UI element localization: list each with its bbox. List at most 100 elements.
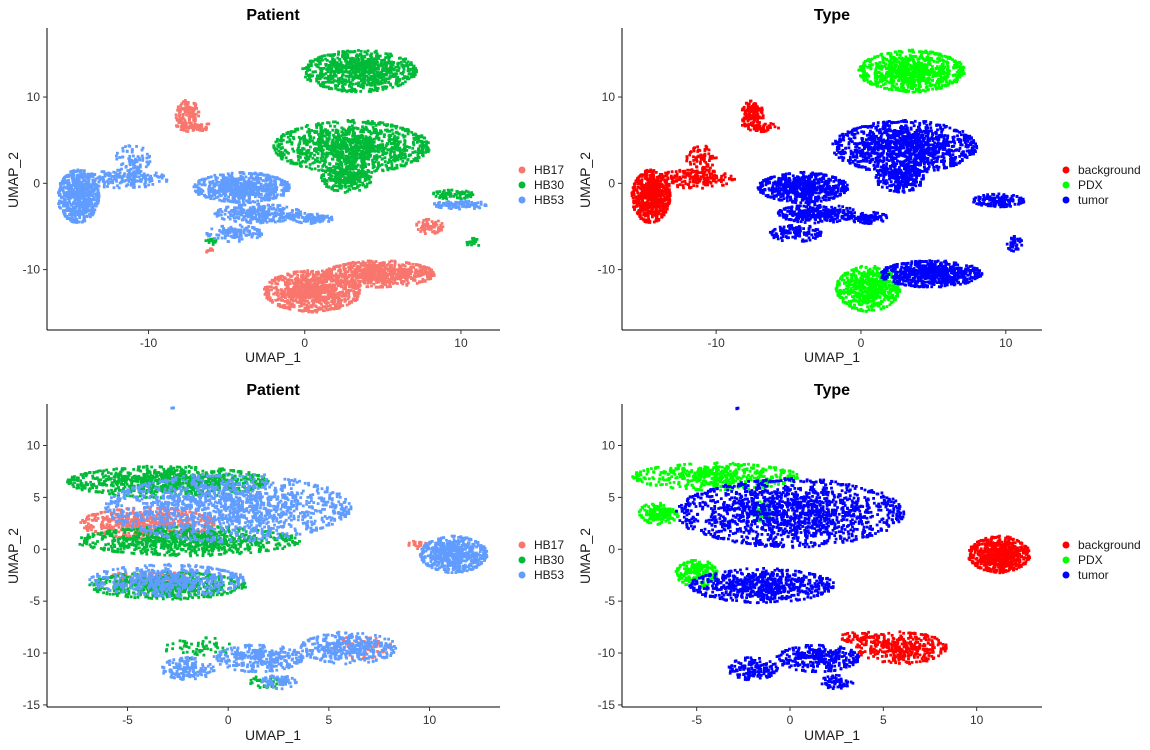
data-point bbox=[334, 64, 338, 67]
data-point bbox=[308, 77, 312, 81]
data-point bbox=[336, 301, 340, 304]
data-point bbox=[291, 281, 295, 285]
data-point bbox=[91, 197, 95, 201]
data-point bbox=[347, 273, 351, 277]
data-point bbox=[321, 282, 325, 285]
data-point bbox=[428, 274, 431, 278]
data-point bbox=[329, 124, 332, 128]
data-point bbox=[355, 292, 358, 295]
data-point bbox=[326, 293, 330, 297]
data-point bbox=[358, 288, 362, 292]
data-point bbox=[310, 151, 314, 155]
data-point bbox=[347, 62, 351, 66]
data-point bbox=[324, 296, 328, 300]
data-point bbox=[298, 293, 302, 297]
data-point bbox=[316, 308, 320, 312]
data-point bbox=[340, 74, 344, 78]
data-point bbox=[178, 113, 181, 117]
data-point bbox=[297, 308, 301, 312]
data-point bbox=[375, 277, 379, 280]
data-point bbox=[94, 202, 97, 205]
data-point bbox=[406, 275, 410, 279]
data-point bbox=[185, 110, 188, 113]
data-point bbox=[271, 300, 274, 304]
data-point bbox=[386, 54, 390, 58]
data-point bbox=[320, 168, 324, 172]
data-point bbox=[333, 293, 337, 296]
data-point bbox=[322, 67, 325, 70]
data-point bbox=[418, 140, 422, 143]
data-point bbox=[185, 104, 189, 107]
data-point bbox=[356, 145, 360, 148]
data-point bbox=[408, 146, 411, 149]
data-point bbox=[376, 122, 380, 126]
data-point bbox=[393, 151, 396, 154]
data-point bbox=[390, 272, 394, 275]
data-point bbox=[308, 68, 312, 72]
data-point bbox=[272, 145, 276, 149]
data-point bbox=[348, 88, 352, 92]
data-point bbox=[355, 182, 358, 186]
data-point bbox=[64, 186, 68, 190]
data-point bbox=[400, 63, 404, 67]
data-point bbox=[365, 70, 369, 74]
data-point bbox=[377, 82, 380, 86]
data-point bbox=[405, 261, 408, 264]
data-point bbox=[437, 219, 440, 223]
data-point bbox=[378, 267, 382, 271]
data-point bbox=[297, 158, 300, 162]
data-point bbox=[366, 119, 370, 123]
data-point bbox=[310, 295, 314, 299]
data-point bbox=[447, 192, 451, 196]
data-point bbox=[403, 134, 407, 138]
data-point bbox=[279, 136, 283, 140]
data-point bbox=[347, 173, 351, 177]
data-point bbox=[344, 185, 348, 189]
data-point bbox=[311, 161, 315, 165]
data-point bbox=[315, 286, 319, 290]
data-point bbox=[391, 282, 395, 285]
data-point bbox=[352, 264, 356, 267]
data-point bbox=[317, 145, 321, 149]
data-point bbox=[303, 295, 307, 298]
data-point bbox=[330, 53, 333, 57]
data-point bbox=[316, 156, 319, 160]
data-point bbox=[367, 80, 370, 84]
data-point bbox=[343, 272, 347, 275]
data-point bbox=[417, 134, 421, 138]
data-point bbox=[356, 139, 360, 143]
data-point bbox=[147, 183, 151, 187]
data-point bbox=[383, 156, 387, 160]
data-point bbox=[395, 72, 399, 76]
data-point bbox=[315, 79, 319, 83]
data-point bbox=[340, 64, 344, 68]
data-point bbox=[383, 58, 386, 62]
data-point bbox=[381, 270, 384, 274]
data-point bbox=[353, 279, 357, 283]
data-point bbox=[84, 208, 88, 212]
data-point bbox=[393, 270, 397, 274]
data-point bbox=[306, 78, 310, 81]
data-point bbox=[294, 285, 298, 289]
data-point bbox=[407, 67, 410, 71]
data-point bbox=[293, 290, 296, 294]
data-point bbox=[344, 270, 348, 274]
data-point bbox=[305, 295, 309, 299]
data-point bbox=[388, 280, 391, 283]
data-point bbox=[337, 162, 341, 166]
data-point bbox=[327, 64, 331, 67]
data-point bbox=[318, 301, 322, 305]
data-point bbox=[331, 63, 335, 67]
data-point bbox=[380, 64, 384, 68]
data-point bbox=[381, 143, 385, 146]
data-point bbox=[353, 87, 357, 91]
data-point bbox=[348, 84, 351, 88]
data-point bbox=[374, 136, 378, 139]
data-point bbox=[420, 268, 423, 272]
data-point bbox=[313, 309, 317, 312]
data-point bbox=[329, 277, 333, 281]
data-point bbox=[334, 74, 338, 77]
data-point bbox=[328, 270, 332, 274]
data-point bbox=[414, 263, 418, 266]
data-point bbox=[364, 135, 368, 138]
